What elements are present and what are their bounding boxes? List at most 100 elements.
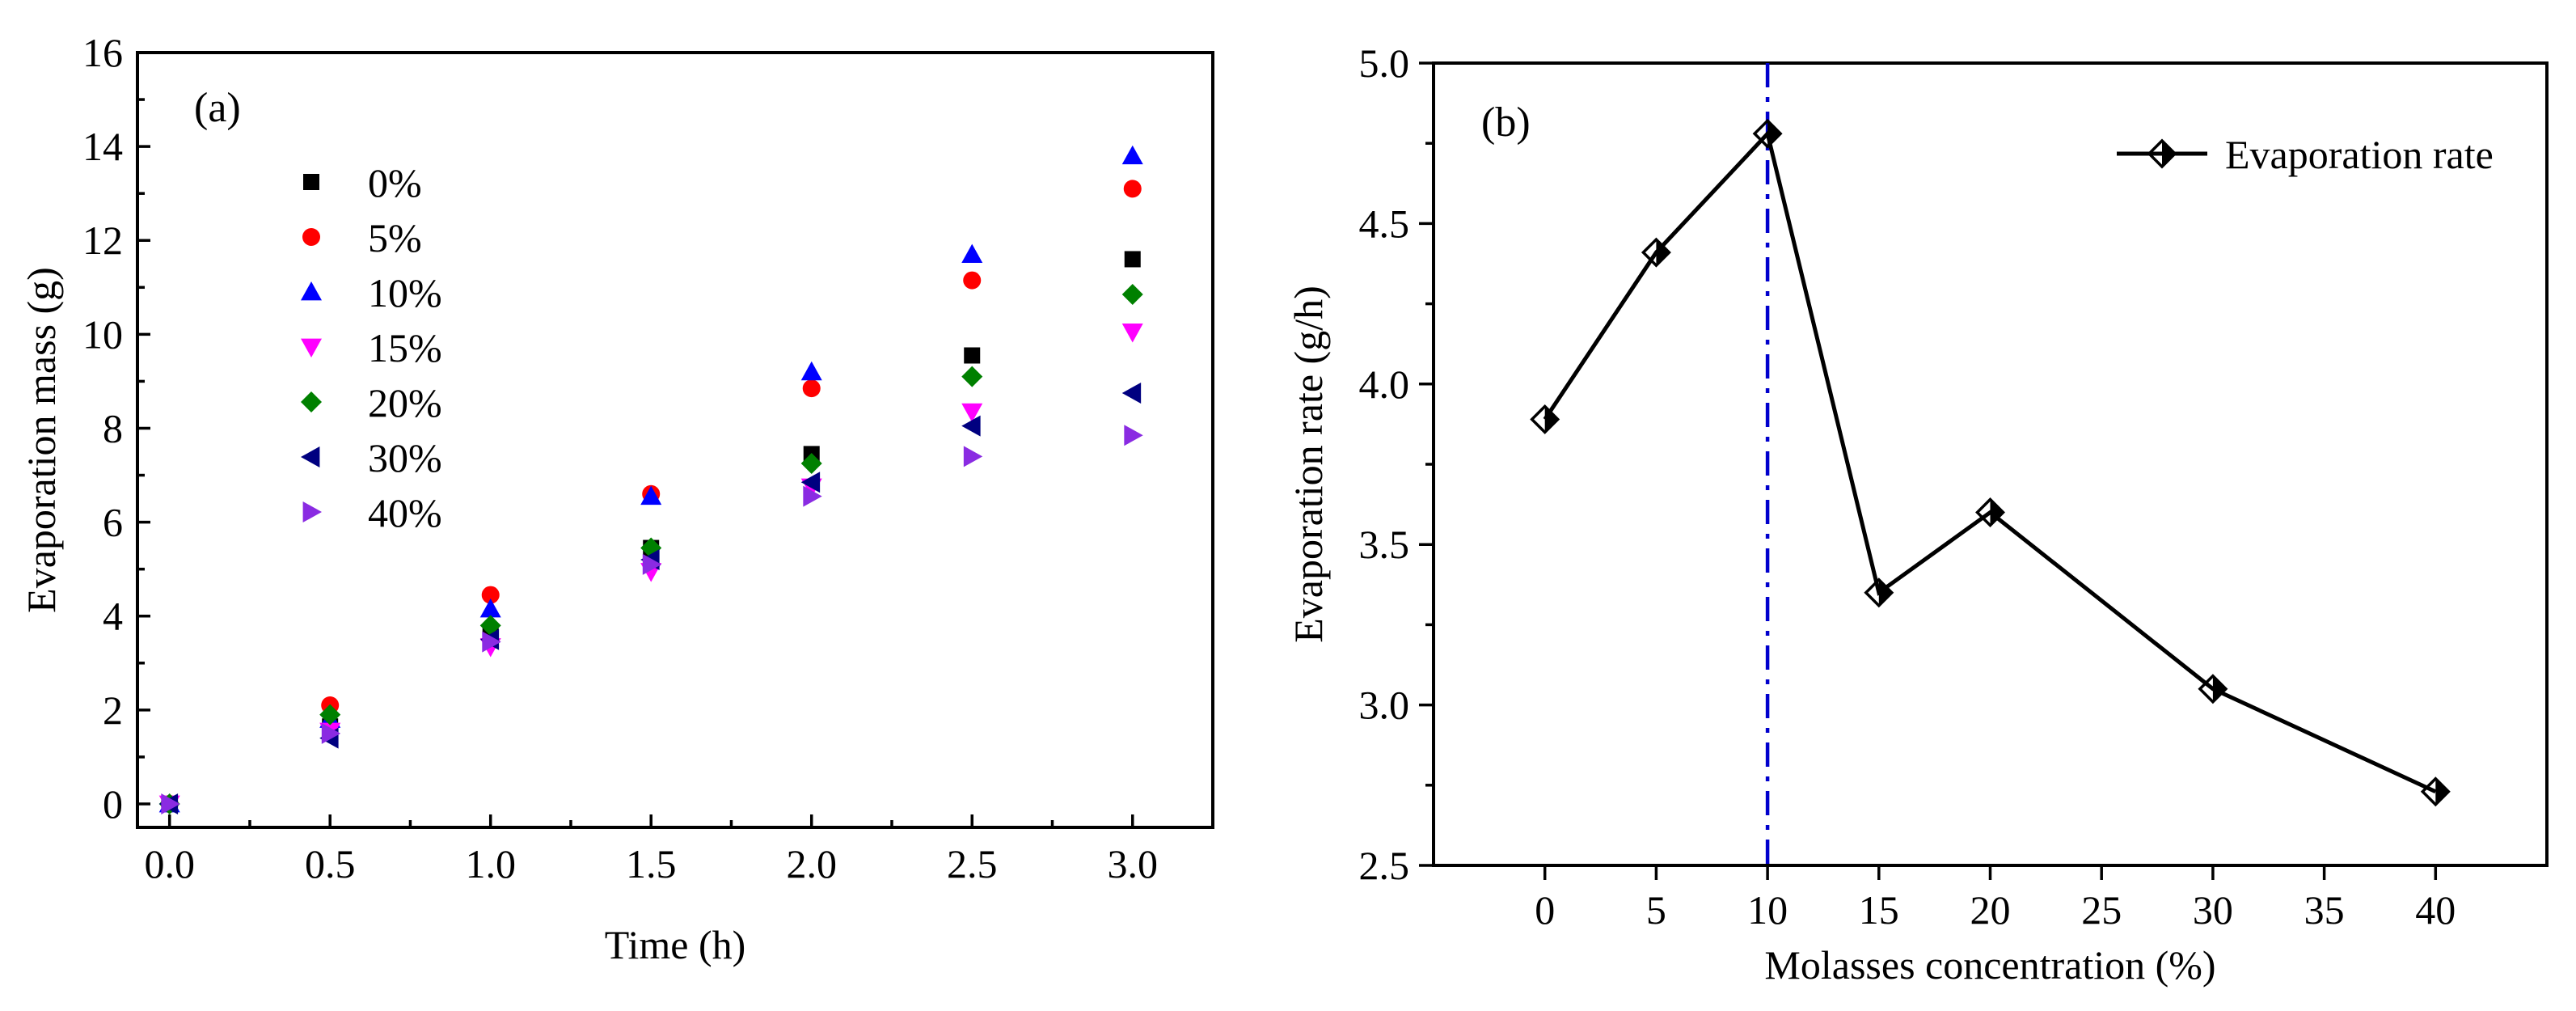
data-point: [961, 366, 983, 387]
y-tick-label: 4.0: [1359, 362, 1410, 407]
marker-half-fill: [1656, 239, 1670, 266]
data-point: [161, 793, 180, 814]
x-tick-label: 10: [1747, 887, 1788, 933]
marker-outline: [1864, 577, 1894, 608]
series-40pct: [161, 425, 1143, 814]
legend-label: 20%: [368, 380, 442, 425]
panel-b-evaporation-rate-chart: 0 5 10 15 20 25 30 35 40 2.5 3.0 3.5 4.0 4.5 5.0 Molass…: [1286, 40, 2549, 988]
y-tick-label: 2.5: [1359, 843, 1410, 888]
series-10pct: [158, 145, 1143, 813]
x-tick-label: 20: [1970, 887, 2011, 933]
data-point: [800, 472, 821, 493]
y-tick-label: 16: [82, 30, 123, 75]
data-point: [319, 704, 341, 725]
legend-label: Evaporation rate: [2225, 132, 2494, 177]
data-point: [1121, 382, 1142, 404]
data-point: [479, 599, 501, 618]
x-tick-label: 40: [2415, 887, 2456, 933]
marker-half-fill: [1767, 121, 1781, 147]
data-point: [1124, 425, 1143, 446]
y-tick-label: 5.0: [1359, 40, 1410, 86]
data-point: [1121, 324, 1143, 343]
data-point: [2420, 776, 2451, 807]
x-tick-label: 0.5: [305, 841, 356, 886]
legend-marker: [301, 391, 322, 412]
y-tick-label: 4: [103, 594, 123, 639]
data-point: [1530, 404, 1560, 434]
data-point: [1752, 118, 1783, 149]
panel-label: (b): [1481, 99, 1531, 146]
panel-label: (a): [194, 85, 241, 131]
plot-frame: [136, 51, 1214, 829]
x-tick-label: 1.0: [465, 841, 516, 886]
series-0pct: [161, 251, 1141, 812]
legend-marker: [302, 228, 320, 246]
data-point: [803, 485, 822, 507]
x-tick-label: 0: [1535, 887, 1555, 933]
legend-marker: [2147, 138, 2177, 169]
legend: Evaporation rate: [2117, 132, 2494, 177]
marker-half-fill: [1544, 406, 1558, 433]
data-point: [800, 361, 822, 381]
data-point: [482, 631, 501, 653]
x-tick-label: 30: [2193, 887, 2233, 933]
legend-label: 5%: [368, 215, 422, 260]
marker-half-fill: [1878, 579, 1892, 606]
data-point: [2198, 674, 2228, 704]
marker-outline: [2198, 674, 2228, 704]
data-point: [1121, 284, 1143, 306]
legend-marker: [302, 501, 322, 522]
data-point: [963, 271, 982, 290]
data-point: [481, 586, 500, 604]
data-point: [961, 415, 981, 437]
data-point: [640, 485, 662, 506]
x-tick-label: 25: [2081, 887, 2122, 933]
y-tick-label: 3.0: [1359, 683, 1410, 728]
data-point: [1864, 577, 1894, 608]
legend-label: 0%: [368, 160, 422, 205]
marker-outline: [2420, 776, 2451, 807]
legend: 0% 5% 10% 15% 20% 30% 40%: [301, 160, 442, 535]
marker-half-fill: [2162, 141, 2175, 167]
data-point: [1641, 237, 1671, 268]
legend-label: 40%: [368, 490, 442, 535]
x-tick-label: 2.0: [786, 841, 837, 886]
marker-outline: [1752, 118, 1783, 149]
x-axis-title: Molasses concentration (%): [1764, 942, 2215, 988]
data-point: [963, 446, 983, 467]
legend-marker: [301, 446, 320, 467]
series-20pct: [158, 284, 1143, 814]
data-point: [1123, 180, 1142, 198]
legend-marker: [301, 281, 322, 301]
y-axis-title: Evaporation rate (g/h): [1286, 286, 1331, 642]
data-point: [321, 722, 341, 744]
data-point: [642, 553, 662, 575]
y-tick-label: 0: [103, 781, 123, 827]
data-point: [802, 379, 821, 398]
series-markers: [1530, 118, 2451, 807]
y-tick-label: 4.5: [1359, 201, 1410, 246]
data-point: [1124, 251, 1141, 268]
legend-marker: [303, 174, 319, 190]
x-tick-label: 3.0: [1107, 841, 1158, 886]
y-tick-label: 12: [82, 218, 123, 263]
legend-label: 10%: [368, 270, 442, 315]
x-tick-label: 15: [1859, 887, 1899, 933]
legend-label: 30%: [368, 435, 442, 480]
marker-half-fill: [2212, 675, 2226, 702]
legend-label: 15%: [368, 325, 442, 370]
marker-outline: [2147, 138, 2177, 169]
data-point: [479, 615, 501, 637]
data-point: [800, 453, 822, 475]
x-tick-label: 1.5: [626, 841, 677, 886]
y-tick-label: 14: [82, 124, 123, 169]
x-tick-label: 35: [2304, 887, 2345, 933]
data-point: [1121, 145, 1143, 165]
y-tick-label: 2: [103, 687, 123, 733]
series-30pct: [158, 382, 1142, 814]
x-tick-label: 0.0: [144, 841, 195, 886]
series-line: [1543, 129, 2437, 794]
y-axis-title: Evaporation mass (g): [19, 267, 64, 613]
legend-marker: [301, 338, 322, 357]
